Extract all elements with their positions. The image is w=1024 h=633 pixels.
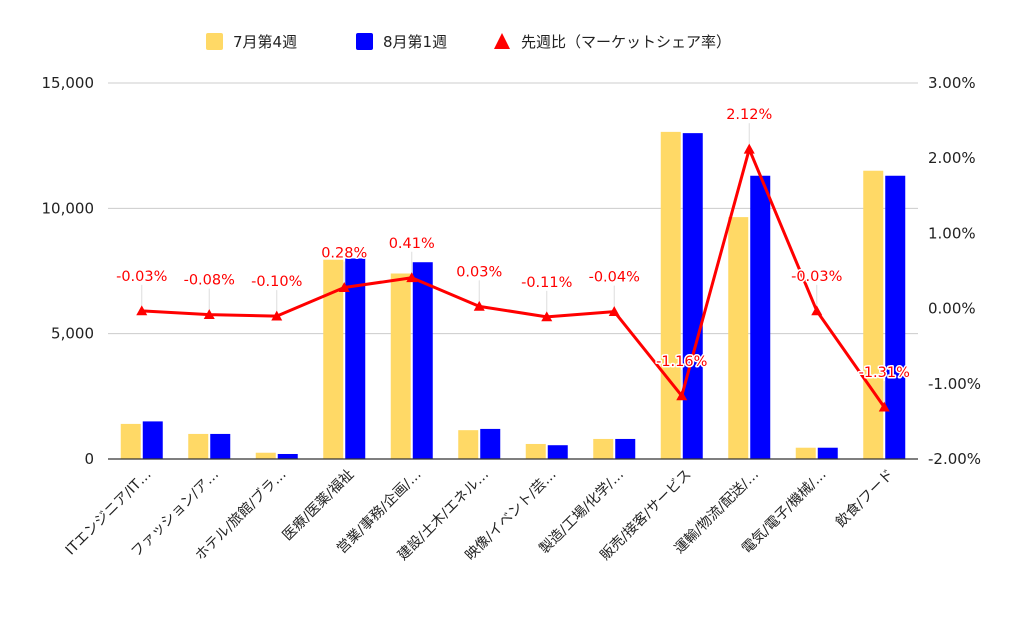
legend-marker xyxy=(494,33,510,49)
bar xyxy=(682,133,703,459)
data-label: 0.03% xyxy=(456,264,502,280)
data-label-halo: -0.08% xyxy=(184,273,235,289)
bar xyxy=(120,423,141,459)
left-tick-label: 15,000 xyxy=(42,74,95,92)
data-label-halo: -0.11% xyxy=(521,275,572,291)
data-label: -1.31% xyxy=(859,365,910,381)
data-label: -0.03% xyxy=(791,269,842,285)
data-label-halo: -0.03% xyxy=(116,269,167,285)
line-point xyxy=(473,300,485,311)
legend-swatch xyxy=(206,33,223,50)
right-tick-label: 0.00% xyxy=(928,300,976,318)
data-label: 0.41% xyxy=(389,236,435,252)
data-label-halo: -0.10% xyxy=(251,274,302,290)
right-tick-label: 3.00% xyxy=(928,74,976,92)
data-label: 0.28% xyxy=(321,246,367,262)
left-tick-label: 0 xyxy=(84,450,94,468)
line-point xyxy=(338,282,350,292)
bar xyxy=(323,259,344,459)
legend-label: 7月第4週 xyxy=(233,33,297,51)
bars xyxy=(120,131,906,459)
data-label: -0.04% xyxy=(589,270,640,286)
data-label: -0.11% xyxy=(521,275,572,291)
data-label: 2.12% xyxy=(726,107,772,123)
data-label: -1.16% xyxy=(656,354,707,370)
bar xyxy=(817,447,838,459)
gridlines xyxy=(108,82,918,335)
right-tick-label: -1.00% xyxy=(928,375,981,393)
bar xyxy=(728,217,749,459)
data-label-halo: -0.03% xyxy=(791,269,842,285)
right-tick-label: -2.00% xyxy=(928,450,981,468)
category-label: 飲食/フード xyxy=(832,466,897,531)
legend-swatch xyxy=(356,33,373,50)
bar xyxy=(547,445,568,459)
bar xyxy=(458,430,479,459)
right-tick-label: 2.00% xyxy=(928,149,976,167)
bar xyxy=(255,452,276,459)
legend: 7月第4週 8月第1週 先週比（マーケットシェア率） xyxy=(206,33,731,51)
line-series: -0.03%-0.03% -0.08%-0.08% -0.10%-0.10%0.28… xyxy=(115,106,911,412)
data-label-halo: -1.31% xyxy=(859,365,910,381)
category-label: 医療/医薬/福祉 xyxy=(279,466,357,544)
legend-label: 8月第1週 xyxy=(383,33,447,51)
data-label-halo: 2.12% xyxy=(726,107,772,123)
data-label-halo: 0.03% xyxy=(456,264,502,280)
bar xyxy=(480,428,501,459)
line-point xyxy=(608,306,620,317)
bar xyxy=(795,447,816,459)
bar xyxy=(188,433,209,459)
right-tick-label: 1.00% xyxy=(928,224,976,242)
data-label-halo: 0.41% xyxy=(389,236,435,252)
line-point xyxy=(811,305,823,316)
bar xyxy=(863,170,884,459)
bar xyxy=(593,438,614,459)
series-line xyxy=(141,147,886,408)
left-axis: 0 5,000 10,000 15,000 xyxy=(42,74,95,468)
bar xyxy=(390,273,411,459)
legend-label: 先週比（マーケットシェア率） xyxy=(521,33,731,51)
data-label-halo: -1.16% xyxy=(656,354,707,370)
category-labels: ITエンジニア/IT…ファッション/ア…ホテル/旅館/ブラ…医療/医薬/福祉営業… xyxy=(63,466,897,564)
left-tick-label: 10,000 xyxy=(42,199,95,217)
line-point xyxy=(136,305,148,316)
line-point xyxy=(743,143,755,154)
bar xyxy=(885,175,906,459)
bar xyxy=(412,262,433,459)
bar xyxy=(277,453,298,459)
line-point xyxy=(878,401,890,412)
data-label: -0.08% xyxy=(184,273,235,289)
bar xyxy=(345,258,366,459)
bar xyxy=(142,421,163,459)
line-point xyxy=(541,311,553,322)
data-label-halo: -0.04% xyxy=(589,270,640,286)
line-point xyxy=(676,390,688,401)
line-point xyxy=(271,310,283,321)
left-tick-label: 5,000 xyxy=(51,325,94,343)
data-label-halo: 0.28% xyxy=(321,246,367,262)
data-label: -0.10% xyxy=(251,274,302,290)
bar xyxy=(525,443,546,459)
bar xyxy=(750,175,771,459)
data-label: -0.03% xyxy=(116,269,167,285)
bar xyxy=(660,131,681,459)
line-point xyxy=(406,272,418,283)
right-axis: -2.00% -1.00% 0.00% 1.00% 2.00% 3.00% xyxy=(928,74,981,468)
line-point xyxy=(203,309,215,320)
bar xyxy=(210,433,231,459)
bar xyxy=(615,438,636,459)
